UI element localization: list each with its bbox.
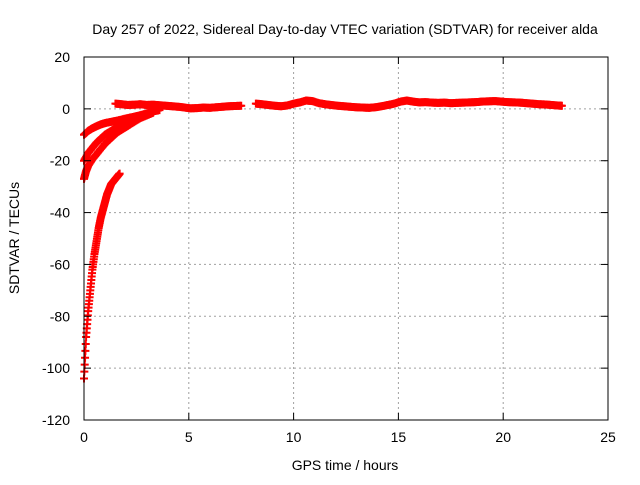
data-point xyxy=(81,353,90,362)
data-series xyxy=(80,96,566,383)
axis-ticks: 0 5 10 15 20 25 -120 -100 -80 -60 -40 -20 0 20 xyxy=(42,49,616,445)
y-tick-label: 20 xyxy=(54,49,70,65)
data-point xyxy=(80,360,89,369)
y-tick-label: -80 xyxy=(50,308,70,324)
x-axis-label: GPS time / hours xyxy=(292,457,399,473)
data-point xyxy=(81,346,90,355)
data-point xyxy=(115,169,124,178)
data-point xyxy=(81,339,90,348)
x-tick-label: 0 xyxy=(80,429,88,445)
x-tick-label: 15 xyxy=(391,429,407,445)
y-axis-label: SDTVAR / TECUs xyxy=(6,182,22,294)
y-tick-label: -60 xyxy=(50,256,70,272)
grid-lines xyxy=(84,57,608,420)
x-tick-label: 20 xyxy=(495,429,511,445)
plot-border xyxy=(83,56,609,421)
y-tick-label: -20 xyxy=(50,153,70,169)
x-tick-label: 10 xyxy=(286,429,302,445)
y-tick-label: -40 xyxy=(50,205,70,221)
x-tick-label: 25 xyxy=(600,429,616,445)
data-point xyxy=(237,101,246,110)
y-tick-label: -120 xyxy=(42,412,70,428)
y-tick-label: 0 xyxy=(62,101,70,117)
x-tick-label: 5 xyxy=(185,429,193,445)
data-point xyxy=(557,101,566,110)
y-tick-label: -100 xyxy=(42,360,70,376)
chart-title: Day 257 of 2022, Sidereal Day-to-day VTE… xyxy=(92,21,598,37)
